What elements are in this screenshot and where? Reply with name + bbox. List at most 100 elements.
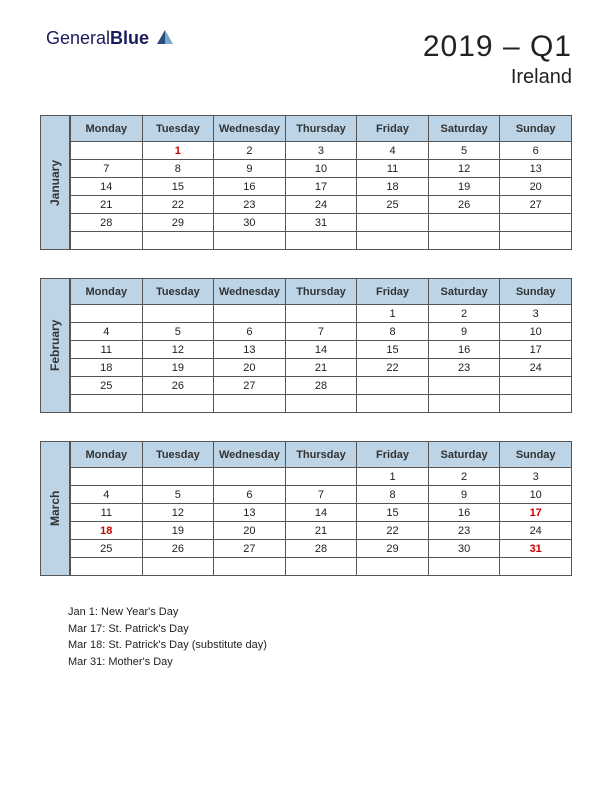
calendar-week: 25262728 [71,377,572,395]
calendar-day: 28 [285,540,357,558]
calendar-week: 25262728293031 [71,540,572,558]
holiday-entry: Jan 1: New Year's Day [68,604,572,621]
calendar-day: 19 [142,359,214,377]
calendar-day: 14 [71,178,143,196]
calendar-day [357,377,429,395]
calendar-day: 11 [71,341,143,359]
calendar-day: 22 [142,196,214,214]
logo-triangle-icon [157,28,173,49]
calendar-day [142,395,214,413]
calendar-day: 3 [500,305,572,323]
calendar-day: 29 [357,540,429,558]
calendar-day: 17 [500,341,572,359]
calendar-week: 123 [71,468,572,486]
calendar-day: 14 [285,504,357,522]
calendar-day: 29 [142,214,214,232]
calendar-day: 17 [285,178,357,196]
calendar-day: 31 [285,214,357,232]
calendar-day: 18 [71,522,143,540]
holiday-entry: Mar 31: Mother's Day [68,654,572,671]
calendar-day: 22 [357,359,429,377]
month-label: February [40,278,70,413]
calendar-day: 3 [285,142,357,160]
calendar-day: 2 [428,468,500,486]
calendar-month: MarchMondayTuesdayWednesdayThursdayFrida… [40,441,572,576]
calendar-day: 7 [285,486,357,504]
calendar-day: 24 [500,359,572,377]
calendar-day [71,395,143,413]
calendar-day [357,558,429,576]
calendar-week: 28293031 [71,214,572,232]
calendar-day [214,468,286,486]
calendar-day [428,377,500,395]
calendar-day [214,305,286,323]
calendar-day: 23 [428,522,500,540]
calendar-day: 20 [214,522,286,540]
calendar-day [500,232,572,250]
calendar-day: 27 [500,196,572,214]
holiday-entry: Mar 17: St. Patrick's Day [68,621,572,638]
calendar-week: 14151617181920 [71,178,572,196]
calendar-day: 23 [428,359,500,377]
calendar-day [71,142,143,160]
calendar-day: 6 [214,323,286,341]
calendar-day [428,214,500,232]
day-header: Thursday [285,279,357,305]
calendar-day: 4 [71,486,143,504]
calendar-week: 123 [71,305,572,323]
calendar-day: 26 [428,196,500,214]
calendar-day: 20 [500,178,572,196]
calendar-day [357,395,429,413]
calendar-day: 10 [500,323,572,341]
calendar-day: 13 [214,341,286,359]
calendar-day [142,305,214,323]
calendar-day: 16 [214,178,286,196]
day-header: Tuesday [142,116,214,142]
calendar-day: 10 [285,160,357,178]
calendar-week [71,558,572,576]
day-header: Tuesday [142,279,214,305]
day-header: Saturday [428,442,500,468]
calendar-day: 20 [214,359,286,377]
calendar-day: 21 [285,359,357,377]
day-header: Thursday [285,442,357,468]
calendar-day: 31 [500,540,572,558]
logo-text1: General [46,28,110,48]
calendar-day: 8 [357,486,429,504]
calendar-grid: MondayTuesdayWednesdayThursdayFridaySatu… [70,115,572,250]
calendar-day: 9 [428,323,500,341]
calendar-day [357,232,429,250]
month-label: March [40,441,70,576]
day-header: Sunday [500,279,572,305]
calendar-day [71,232,143,250]
calendar-day: 8 [142,160,214,178]
day-header: Tuesday [142,442,214,468]
calendar-day [285,305,357,323]
calendar-week [71,232,572,250]
calendar-day: 15 [357,341,429,359]
calendar-day: 26 [142,377,214,395]
calendar-day [500,377,572,395]
calendar-day: 5 [142,486,214,504]
calendar-day: 11 [357,160,429,178]
calendar-grid: MondayTuesdayWednesdayThursdayFridaySatu… [70,441,572,576]
calendar-day: 21 [71,196,143,214]
day-header: Wednesday [214,116,286,142]
day-header: Thursday [285,116,357,142]
calendar-day [214,395,286,413]
calendar-day [285,558,357,576]
calendar-day: 30 [214,214,286,232]
calendar-week [71,395,572,413]
calendar-week: 11121314151617 [71,504,572,522]
calendar-day: 16 [428,341,500,359]
logo-text2: Blue [110,28,149,48]
calendar-day: 13 [214,504,286,522]
calendar-day: 19 [428,178,500,196]
day-header: Wednesday [214,442,286,468]
calendar-day: 1 [142,142,214,160]
calendar-day: 25 [71,540,143,558]
calendar-day: 21 [285,522,357,540]
calendar-week: 45678910 [71,323,572,341]
calendar-day: 12 [142,341,214,359]
logo: GeneralBlue [46,28,173,49]
